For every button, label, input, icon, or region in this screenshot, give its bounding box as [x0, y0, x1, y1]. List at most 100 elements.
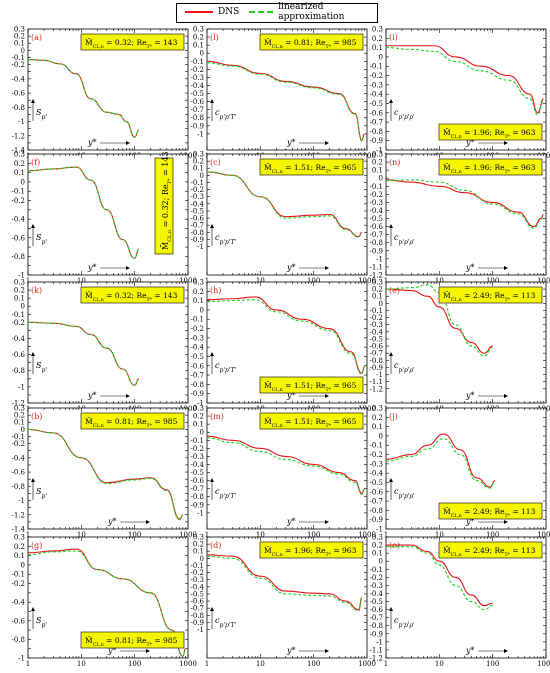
- y-tick-label: -1: [18, 118, 25, 126]
- series-line-dns: [385, 45, 544, 114]
- y-tick-label: -0.1: [191, 58, 205, 66]
- x-axis-label: y*: [87, 138, 97, 147]
- y-tick-label: 0.2: [372, 35, 383, 43]
- y-tick-label: 0.2: [193, 158, 204, 166]
- y-tick-label: 0.1: [372, 167, 383, 175]
- text-run: = 965: [331, 163, 357, 172]
- y-tick-label: -0.8: [370, 622, 384, 630]
- x-tick-label: 100: [128, 660, 141, 668]
- condition-label: M̄CL,n = 1.96; ReT* = 963: [438, 158, 543, 176]
- series-line-linear: [385, 47, 544, 116]
- text-run: = 963: [510, 128, 536, 137]
- y-axis-arrowhead: [31, 478, 35, 482]
- y-tick-label: -0.1: [370, 183, 384, 191]
- x-axis-arrowhead: [126, 394, 130, 398]
- y-tick-label: -0.8: [12, 483, 26, 491]
- y-symbol-base: S: [36, 487, 42, 496]
- y-tick-label: 0.1: [193, 42, 204, 50]
- condition-label-text: M̄CL,n = 1.96; ReT* = 963: [443, 128, 536, 140]
- y-tick-label: -0.5: [370, 215, 384, 223]
- y-tick-label: 0.1: [193, 548, 204, 556]
- text-run: = 985: [152, 636, 178, 645]
- text-run: = 113: [510, 507, 536, 516]
- x-axis-arrowhead: [504, 649, 508, 653]
- y-tick-label: 0.3: [193, 534, 204, 542]
- y-symbol-sub: p'p'T': [219, 114, 236, 121]
- y-tick-label: -1: [18, 655, 25, 663]
- text-run: M̄: [264, 381, 272, 390]
- y-tick-label: 0.3: [193, 26, 204, 34]
- y-tick-label: -0.4: [191, 461, 205, 469]
- panel-k: 11010010000.30.20.10-0.1-0.2-0.4-0.6-0.8…: [12, 279, 197, 414]
- panel-c: 1 10 100 10000.30.20.10-0.1-0.2-0.3-0.4-0.5…: [191, 151, 376, 286]
- panel-letter: (k): [31, 286, 42, 295]
- y-tick-label: -0.5: [370, 479, 384, 487]
- condition-label-text: M̄CL,n = 1.96; ReT* = 963: [443, 163, 536, 175]
- condition-label: M̄CL,n = 2.49; ReT* = 113: [438, 286, 543, 304]
- series-line-linear: [27, 166, 140, 259]
- legend-item-linear: linearized approximation: [249, 2, 377, 22]
- panel-a: 11010010000.30.20.10-0.1-0.2-0.4-0.6-0.8…: [12, 26, 197, 161]
- y-tick-label: -1.2: [12, 511, 26, 519]
- subscript: T*: [505, 552, 511, 558]
- text-run: = 1.96; Re: [462, 128, 505, 137]
- text-run: M̄: [443, 128, 451, 137]
- panel-e: 11010010000.30.20.10-0.1-0.2-0.3-0.4-0.5…: [370, 279, 550, 414]
- y-tick-label: -0.9: [370, 516, 384, 524]
- subscript: CL,n: [93, 642, 104, 648]
- y-symbol-base: c: [394, 361, 399, 370]
- y-tick-label: -0.4: [12, 454, 26, 462]
- text-run: = 1.51; Re: [283, 417, 326, 426]
- y-tick-label: -0.6: [191, 98, 205, 106]
- x-tick-label: 1000: [358, 660, 376, 668]
- series-line-linear: [206, 171, 363, 238]
- condition-label: M̄CL,n = 0.81; ReT* = 985: [259, 33, 364, 51]
- y-symbol-sub: p'p'T': [219, 493, 236, 500]
- legend: DNS linearized approximation: [176, 2, 378, 23]
- panel-letter: (m): [210, 412, 224, 421]
- y-tick-label: 0: [379, 175, 383, 183]
- panel-letter: (b): [31, 412, 42, 421]
- x-tick-label: 1000: [537, 277, 550, 285]
- y-tick-label: 0: [21, 303, 25, 311]
- panel-letter: (e): [389, 286, 400, 295]
- series-line-linear: [385, 284, 493, 357]
- condition-label: M̄CL,n = 1.51; ReT* = 965: [259, 158, 364, 176]
- condition-label-text: M̄CL,n = 0.81; ReT* = 985: [85, 417, 178, 429]
- y-tick-label: -1: [376, 371, 383, 379]
- y-tick-label: 0.1: [193, 297, 204, 305]
- x-axis-arrowhead: [504, 141, 508, 145]
- y-tick-label: -1.1: [370, 263, 384, 271]
- y-symbol-sub: p'p'T': [219, 622, 236, 629]
- y-symbol-sub: p': [41, 622, 47, 629]
- y-tick-label: -0.3: [370, 582, 384, 590]
- condition-label-box: [80, 412, 185, 430]
- y-tick-label: -0.7: [370, 119, 384, 127]
- text-run: = 963: [331, 546, 357, 555]
- y-tick-label: -0.6: [370, 488, 384, 496]
- text-run: = 0.32; Re: [161, 184, 170, 230]
- y-symbol-sub: p'p'T': [219, 367, 236, 374]
- condition-label: M̄CL,n = 0.81; ReT* = 985: [80, 412, 185, 430]
- x-tick-label: 100: [128, 277, 141, 285]
- condition-label-box: [259, 158, 364, 176]
- y-tick-label: -1: [197, 400, 204, 408]
- panel-n: 11010010000.30.20.10-0.1-0.2-0.3-0.4-0.5…: [370, 151, 550, 286]
- y-tick-label: -1.1: [370, 646, 384, 654]
- y-tick-label: -0.7: [191, 485, 205, 493]
- y-tick-label: -0.9: [370, 630, 384, 638]
- x-tick-label: 10: [256, 277, 265, 285]
- y-tick-label: -0.1: [370, 442, 384, 450]
- y-tick-label: 0: [200, 172, 204, 180]
- y-axis-label: cp'p'ρ': [394, 108, 415, 121]
- y-tick-label: -0.8: [370, 507, 384, 515]
- y-tick-label: 0.1: [372, 293, 383, 301]
- condition-label-box: [80, 33, 185, 51]
- y-tick-label: -0.5: [370, 100, 384, 108]
- y-symbol-base: c: [215, 487, 220, 496]
- y-symbol-sub: p'p'ρ': [398, 367, 415, 374]
- y-symbol-base: c: [394, 233, 399, 242]
- subscript: T*: [147, 642, 153, 648]
- y-tick-label: -1: [197, 509, 204, 517]
- y-tick-label: -0.4: [370, 207, 384, 215]
